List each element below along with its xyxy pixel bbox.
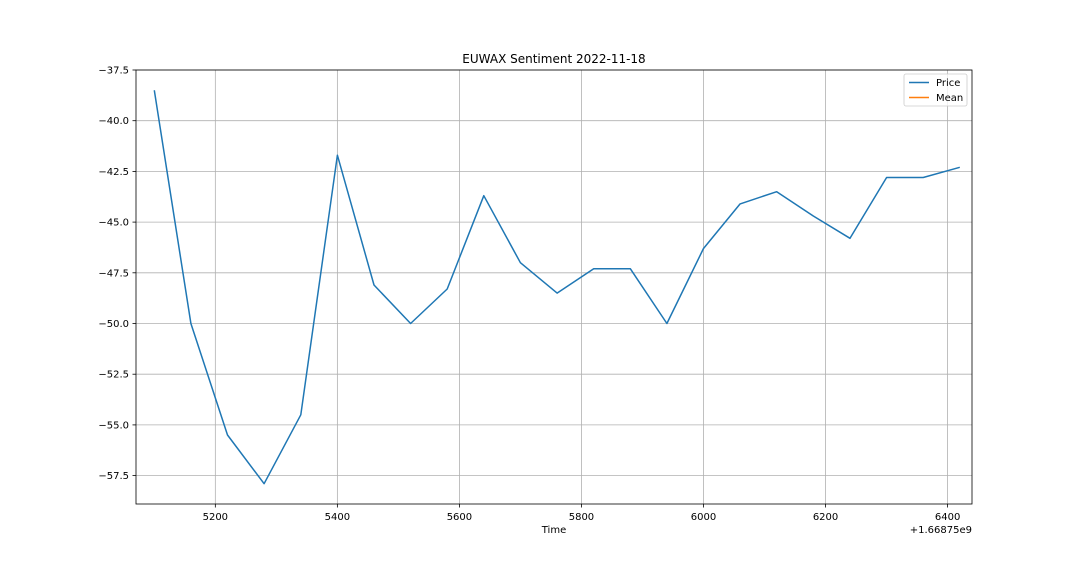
x-axis-ticks: 5200 5400 5600 5800 6000 6200 6400 bbox=[203, 504, 960, 523]
y-tick-label: −45.0 bbox=[98, 218, 129, 229]
legend: Price Mean bbox=[903, 73, 968, 107]
x-tick-label: 5800 bbox=[569, 512, 594, 523]
y-axis-ticks: −57.5 −55.0 −52.5 −50.0 −47.5 −45.0 −42.5 −40.0… bbox=[98, 66, 136, 482]
y-tick-label: −50.0 bbox=[98, 319, 129, 330]
y-tick-label: −57.5 bbox=[98, 471, 129, 482]
series-line-price bbox=[153, 90, 961, 485]
y-tick-label: −40.0 bbox=[98, 116, 129, 127]
y-tick-label: −52.5 bbox=[98, 370, 129, 381]
y-tick-label: −55.0 bbox=[98, 420, 129, 431]
x-axis-label: Time bbox=[541, 525, 566, 536]
x-tick-label: 6000 bbox=[691, 512, 716, 523]
grid-lines bbox=[136, 69, 972, 504]
y-tick-label: −47.5 bbox=[98, 268, 129, 279]
x-tick-label: 6200 bbox=[813, 512, 838, 523]
y-tick-label: −42.5 bbox=[98, 167, 129, 178]
legend-label-mean: Mean bbox=[936, 93, 963, 104]
x-tick-label: 5400 bbox=[325, 512, 350, 523]
plot-area-frame bbox=[135, 69, 973, 505]
x-axis-offset-label: +1.66875e9 bbox=[910, 525, 972, 536]
x-tick-label: 5600 bbox=[447, 512, 472, 523]
chart-title: EUWAX Sentiment 2022-11-18 bbox=[462, 52, 645, 66]
x-tick-label: 5200 bbox=[203, 512, 228, 523]
x-tick-label: 6400 bbox=[935, 512, 960, 523]
legend-label-price: Price bbox=[936, 78, 960, 89]
series-lines bbox=[153, 90, 961, 485]
y-tick-label: −37.5 bbox=[98, 66, 129, 77]
